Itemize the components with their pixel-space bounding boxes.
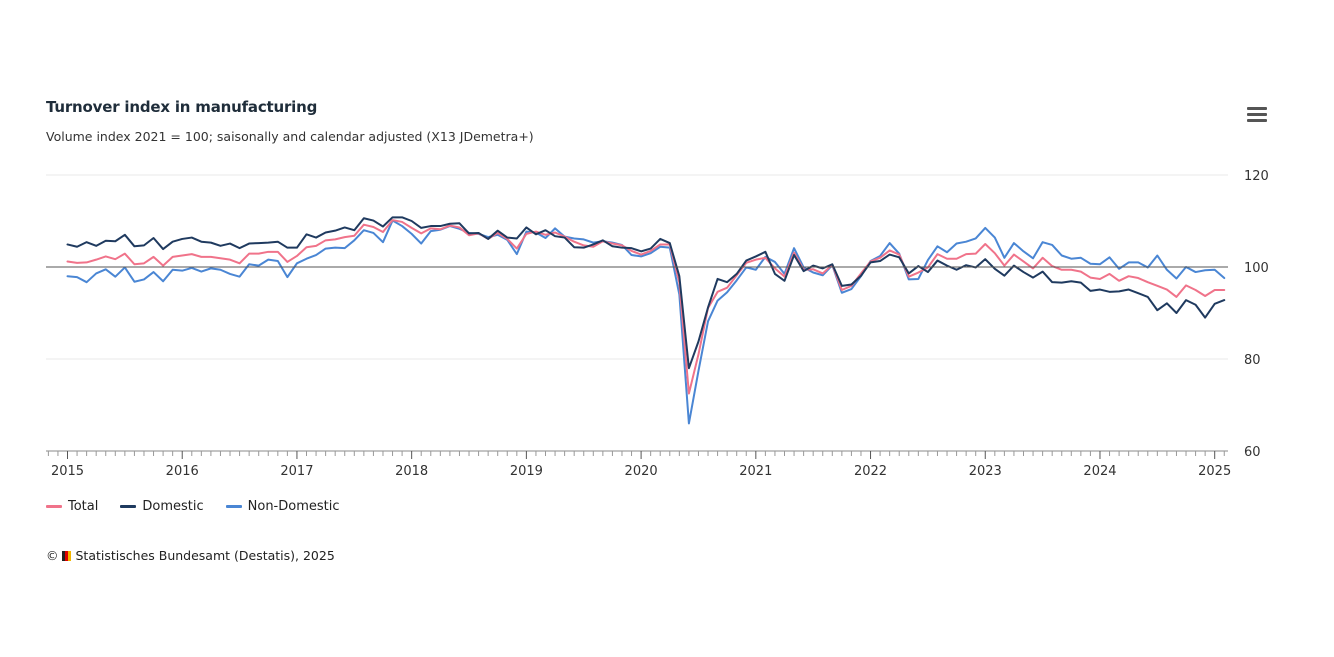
- legend-label-domestic: Domestic: [142, 499, 204, 514]
- x-tick-label-2023: 2023: [969, 464, 1002, 479]
- y-tick-label-120: 120: [1244, 169, 1269, 184]
- legend-swatch-domestic: [120, 505, 137, 508]
- legend: Total Domestic Non-Domestic: [46, 499, 340, 514]
- x-tick-label-2024: 2024: [1083, 464, 1116, 479]
- series-line-total: [66, 219, 1226, 395]
- x-tick-label-2017: 2017: [280, 464, 313, 479]
- x-tick-label-2022: 2022: [854, 464, 887, 479]
- legend-item-total[interactable]: Total: [46, 499, 98, 514]
- y-tick-label-100: 100: [1244, 261, 1269, 276]
- legend-swatch-total: [46, 505, 62, 508]
- x-tick-label-2016: 2016: [166, 464, 199, 479]
- x-tick-label-2019: 2019: [510, 464, 543, 479]
- x-tick-label-2020: 2020: [625, 464, 658, 479]
- chart-title: Turnover index in manufacturing: [46, 98, 318, 116]
- hamburger-menu-icon[interactable]: [1244, 104, 1270, 128]
- x-tick-label-2015: 2015: [51, 464, 84, 479]
- x-tick-label-2018: 2018: [395, 464, 428, 479]
- x-tick-label-2025: 2025: [1198, 464, 1231, 479]
- legend-label-non-domestic: Non-Domestic: [247, 499, 340, 514]
- series-line-non-domestic: [66, 219, 1226, 425]
- legend-swatch-non-domestic: [225, 505, 242, 508]
- destatis-flag-icon: [61, 550, 71, 561]
- chart-subtitle: Volume index 2021 = 100; saisonally and …: [46, 129, 534, 144]
- copyright-symbol: ©: [46, 548, 59, 563]
- legend-label-total: Total: [68, 499, 99, 514]
- series-line-domestic: [66, 216, 1226, 370]
- legend-item-domestic[interactable]: Domestic: [120, 499, 204, 514]
- credits: © Statistisches Bundesamt (Destatis), 20…: [46, 548, 335, 563]
- y-tick-label-60: 60: [1244, 445, 1261, 460]
- legend-item-non-domestic[interactable]: Non-Domestic: [225, 499, 340, 514]
- credits-text: Statistisches Bundesamt (Destatis), 2025: [75, 548, 335, 563]
- x-tick-label-2021: 2021: [739, 464, 772, 479]
- y-tick-label-80: 80: [1244, 353, 1261, 368]
